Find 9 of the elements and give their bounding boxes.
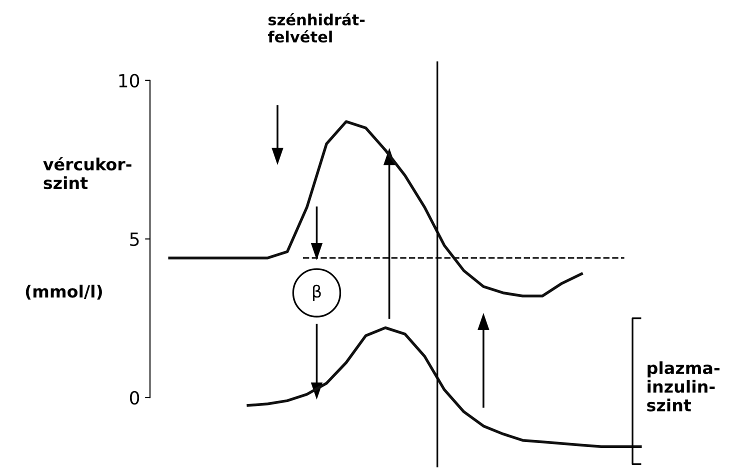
annotation: β [312, 284, 321, 301]
y-tick-label: 5 [130, 232, 139, 246]
text: (mmol/l) [26, 284, 102, 300]
annotation: plazma- inzulin- szint [647, 361, 720, 412]
line-series [246, 326, 642, 448]
text: szénhidrát- felvétel [268, 13, 365, 43]
y-tick-label: 10 [119, 74, 140, 88]
y-axis-title: vércukor- szint [43, 156, 132, 190]
y-tick-label: 0 [130, 390, 140, 405]
